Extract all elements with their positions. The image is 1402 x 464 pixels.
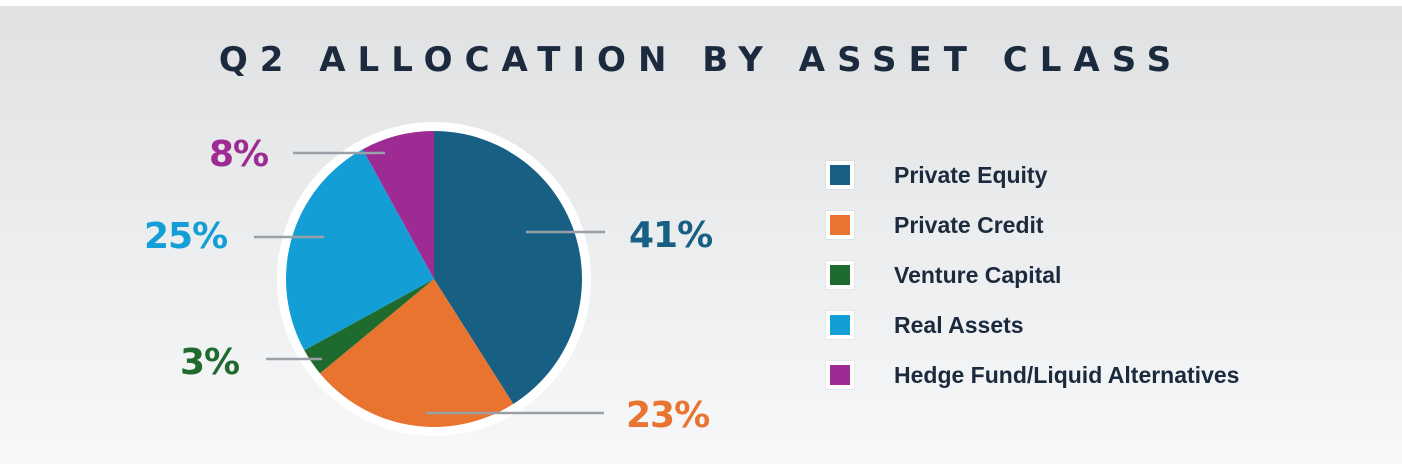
chart-title: Q2 ALLOCATION BY ASSET CLASS (218, 40, 1184, 80)
pct-label-venture-capital: 3% (180, 342, 240, 383)
legend-swatch (826, 211, 854, 239)
legend-swatch (826, 361, 854, 389)
legend-item-real-assets: Real Assets (826, 300, 1239, 350)
legend-swatch (826, 311, 854, 339)
pct-label-hedge-fund: 8% (209, 134, 269, 175)
legend-item-private-equity: Private Equity (826, 150, 1239, 200)
legend-label: Private Credit (894, 211, 1044, 238)
pct-label-private-equity: 41% (629, 215, 713, 256)
pie-slice-private-equity (434, 131, 583, 404)
pie-slice-hedge-fund-liquid-alternatives (362, 131, 434, 279)
pie-slice-venture-capital (304, 279, 434, 374)
legend: Private Equity Private Credit Venture Ca… (826, 150, 1239, 400)
legend-item-private-credit: Private Credit (826, 200, 1239, 250)
legend-swatch (826, 161, 854, 189)
pie-slice-real-assets (286, 149, 434, 351)
legend-label: Real Assets (894, 311, 1024, 338)
legend-item-hedge-fund: Hedge Fund/Liquid Alternatives (826, 350, 1239, 400)
legend-item-venture-capital: Venture Capital (826, 250, 1239, 300)
pie-slice-private-credit (319, 279, 514, 427)
pct-label-real-assets: 25% (144, 216, 228, 257)
legend-swatch (826, 261, 854, 289)
pct-label-private-credit: 23% (626, 395, 710, 436)
chart-panel (0, 6, 1402, 464)
legend-label: Private Equity (894, 161, 1048, 188)
legend-label: Hedge Fund/Liquid Alternatives (894, 361, 1240, 388)
legend-label: Venture Capital (894, 261, 1062, 288)
